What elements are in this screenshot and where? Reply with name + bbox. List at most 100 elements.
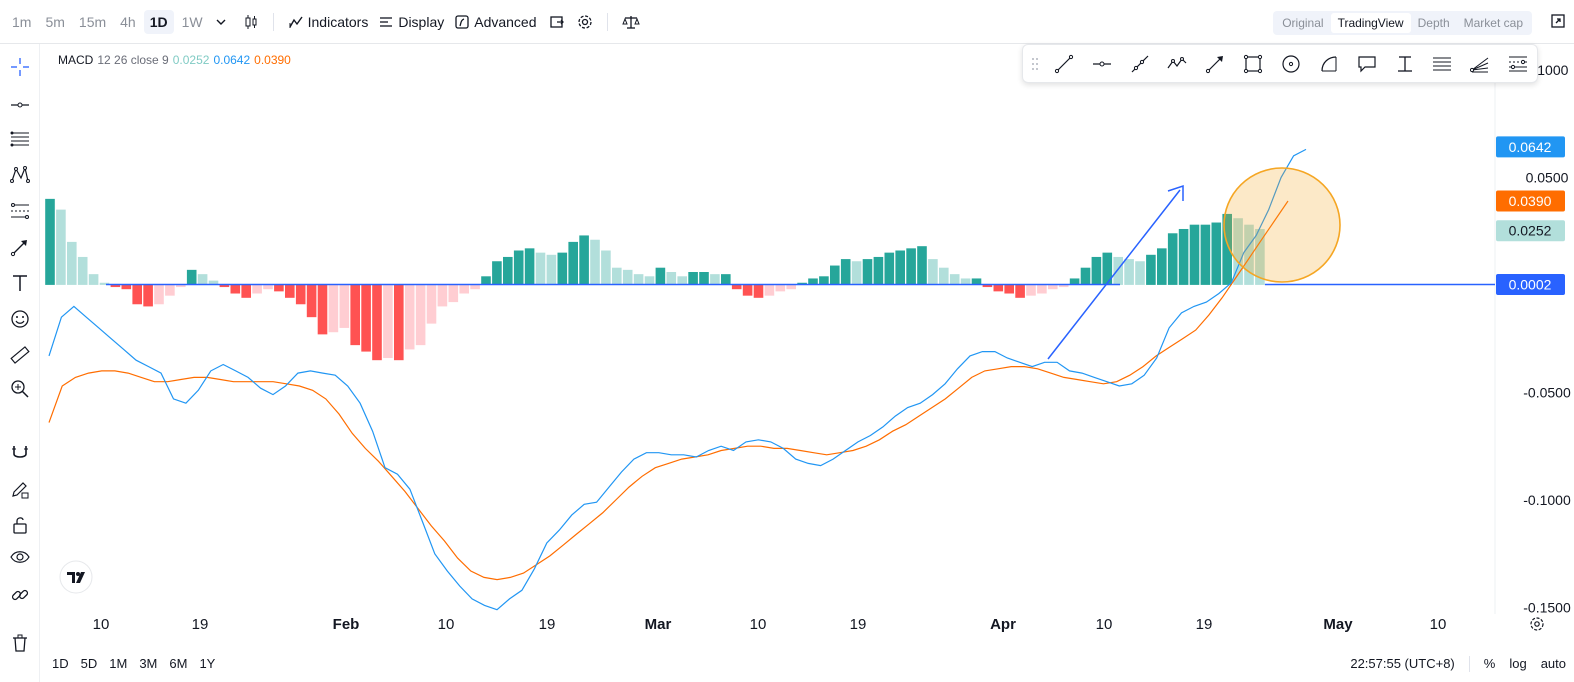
gear-icon[interactable]: [577, 14, 593, 30]
histogram-bar: [731, 284, 742, 290]
fib-fan-icon[interactable]: [1461, 49, 1499, 79]
histogram-bar: [121, 284, 132, 290]
mode-tab-tradingview[interactable]: TradingView: [1330, 13, 1411, 33]
user-drawings[interactable]: [1047, 167, 1341, 360]
lock-draw-icon[interactable]: [7, 476, 33, 502]
timeframe-1m[interactable]: 1m: [12, 13, 32, 30]
percent-toggle[interactable]: %: [1483, 656, 1496, 671]
emoji-icon[interactable]: [7, 306, 33, 332]
crosshair-icon[interactable]: [7, 54, 33, 80]
parallel-lines-icon[interactable]: [1423, 49, 1461, 79]
screenshot-icon[interactable]: [549, 14, 565, 30]
horizontal-ray-icon[interactable]: [7, 92, 33, 118]
trend-arrow-head: [1167, 184, 1184, 201]
auto-toggle[interactable]: auto: [1540, 656, 1566, 671]
histogram-bar: [764, 284, 775, 296]
range-3M[interactable]: 3M: [139, 656, 158, 671]
advanced-icon: [455, 14, 469, 29]
histogram-bar: [274, 284, 284, 292]
trend-line-icon[interactable]: [1045, 49, 1083, 79]
histogram-bar: [339, 284, 350, 328]
chevron-down-icon[interactable]: [215, 16, 227, 28]
histogram-bar: [710, 274, 720, 285]
pattern-icon[interactable]: [7, 162, 33, 188]
zoom-icon[interactable]: [7, 376, 33, 402]
mode-tab-market-cap[interactable]: Market cap: [1463, 16, 1523, 30]
range-1D[interactable]: 1D: [52, 656, 69, 671]
range-1Y[interactable]: 1Y: [199, 656, 216, 671]
price-tick-label: 0.0500: [1526, 169, 1569, 185]
histogram-bar: [77, 256, 88, 285]
histogram-bar: [1135, 261, 1145, 285]
histogram-bar: [1124, 259, 1134, 285]
timeframe-5m[interactable]: 5m: [45, 13, 65, 30]
histogram-bar: [470, 284, 480, 290]
drag-handle-icon[interactable]: [1031, 57, 1039, 71]
display-button[interactable]: Display: [378, 14, 444, 30]
price-tick-label: -0.0500: [1523, 384, 1571, 400]
link-icon[interactable]: [7, 582, 33, 608]
arc-icon[interactable]: [1310, 49, 1348, 79]
timeframe-4h[interactable]: 4h: [120, 13, 136, 30]
callout-icon[interactable]: [1348, 49, 1386, 79]
left-drawing-toolbar: [0, 44, 40, 682]
lock-icon[interactable]: [7, 512, 33, 538]
histogram-bar: [241, 284, 251, 298]
arrow-icon[interactable]: [7, 234, 33, 260]
range-6M[interactable]: 6M: [169, 656, 188, 671]
eye-icon[interactable]: [7, 544, 33, 570]
price-label: 0.0642: [1496, 136, 1565, 158]
horizontal-line-icon[interactable]: [1083, 49, 1121, 79]
timeframe-15m[interactable]: 15m: [78, 13, 107, 30]
histogram-bar: [786, 284, 796, 290]
advanced-button[interactable]: Advanced: [454, 14, 537, 30]
histogram-bar: [1178, 228, 1189, 285]
text-icon[interactable]: [7, 270, 33, 296]
histogram-bar: [895, 250, 905, 285]
candle-type-icon[interactable]: [243, 14, 259, 30]
indicators-button[interactable]: Indicators: [288, 14, 368, 30]
histogram-bar: [982, 284, 993, 288]
fib-lines-icon[interactable]: [7, 126, 33, 152]
histogram-bar: [939, 267, 949, 285]
mode-tab-original[interactable]: Original: [1282, 16, 1324, 30]
highlight-circle[interactable]: [1223, 167, 1341, 283]
price-tick-label: -0.1000: [1523, 492, 1571, 508]
ray-icon[interactable]: [1121, 49, 1159, 79]
fib-channel-icon[interactable]: [1499, 49, 1537, 79]
range-5D[interactable]: 5D: [80, 656, 98, 671]
display-label: Display: [398, 13, 445, 30]
histogram-bar: [906, 248, 916, 285]
histogram-bar: [590, 239, 600, 285]
histogram-bar: [666, 272, 677, 285]
log-toggle[interactable]: log: [1509, 656, 1527, 671]
time-tick-label: 19: [539, 616, 556, 633]
arrow-line-icon[interactable]: [1196, 49, 1234, 79]
histogram-bar: [306, 284, 317, 318]
histogram-bar: [350, 284, 360, 346]
timeframe-1W[interactable]: 1W: [181, 13, 203, 30]
macd-chart[interactable]: 0.10000.0500-0.0500-0.1000-0.15000.06420…: [40, 44, 1574, 645]
vertical-price-icon[interactable]: [1386, 49, 1424, 79]
timeframe-1D[interactable]: 1D: [143, 9, 174, 34]
ruler-icon[interactable]: [7, 342, 33, 368]
histogram-bar: [361, 284, 371, 352]
histogram-bar: [1091, 256, 1102, 285]
histogram-bar: [1037, 284, 1047, 294]
mode-tab-depth[interactable]: Depth: [1417, 16, 1450, 30]
trend-arrow-line[interactable]: [1047, 189, 1181, 360]
rectangle-icon[interactable]: [1234, 49, 1272, 79]
magnet-icon[interactable]: [7, 440, 33, 466]
histogram-bar: [99, 282, 110, 285]
fullscreen-icon[interactable]: [1550, 13, 1566, 34]
compare-scale-icon[interactable]: [621, 14, 640, 30]
range-1M[interactable]: 1M: [109, 656, 128, 671]
channel-icon[interactable]: [7, 198, 33, 224]
bottom-right-controls: 22:57:55 (UTC+8) % log auto: [1350, 655, 1566, 672]
histogram-bar: [186, 269, 197, 285]
axis-settings-icon[interactable]: [1530, 617, 1544, 631]
polyline-icon[interactable]: [1159, 49, 1197, 79]
trash-icon[interactable]: [7, 630, 33, 656]
histogram-bar: [1167, 233, 1178, 285]
circle-icon[interactable]: [1272, 49, 1310, 79]
